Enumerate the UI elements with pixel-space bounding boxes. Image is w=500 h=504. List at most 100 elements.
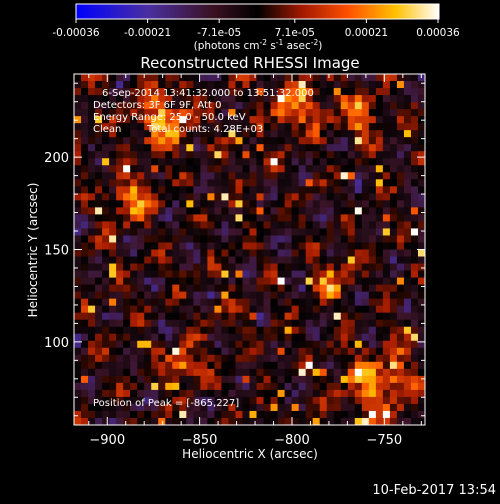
- heatmap-cell: [291, 88, 300, 96]
- heatmap-cell: [144, 200, 152, 208]
- heatmap-cell: [291, 151, 300, 159]
- heatmap-cell: [158, 319, 166, 328]
- heatmap-cell: [200, 319, 208, 328]
- heatmap-cell: [200, 312, 208, 321]
- heatmap-cell: [242, 347, 250, 356]
- heatmap-cell: [186, 403, 194, 412]
- heatmap-cell: [382, 74, 391, 82]
- heatmap-cell: [375, 298, 384, 307]
- heatmap-cell: [375, 368, 384, 377]
- heatmap-cell: [277, 214, 285, 222]
- heatmap-cell: [256, 158, 264, 166]
- heatmap-cell: [102, 123, 110, 131]
- heatmap-cell: [284, 340, 293, 349]
- heatmap-cell: [207, 116, 215, 124]
- heatmap-cell: [74, 123, 82, 131]
- heatmap-cell: [263, 88, 271, 96]
- heatmap-cell: [214, 81, 222, 89]
- heatmap-cell: [109, 186, 117, 194]
- heatmap-cell: [312, 200, 321, 208]
- heatmap-cell: [109, 249, 117, 257]
- heatmap-cell: [207, 165, 215, 173]
- heatmap-cell: [256, 382, 264, 391]
- heatmap-cell: [186, 151, 194, 159]
- heatmap-cell: [130, 179, 138, 187]
- heatmap-cell: [214, 165, 222, 173]
- heatmap-cell: [137, 186, 145, 194]
- heatmap-cell: [354, 263, 363, 271]
- heatmap-cell: [249, 95, 257, 103]
- heatmap-cell: [319, 319, 328, 328]
- heatmap-cell: [249, 200, 257, 208]
- heatmap-cell: [95, 81, 103, 89]
- heatmap-cell: [151, 172, 159, 180]
- heatmap-cell: [354, 270, 363, 278]
- heatmap-cell: [417, 277, 425, 285]
- heatmap-cell: [305, 333, 314, 342]
- heatmap-cell: [165, 207, 173, 215]
- heatmap-cell: [361, 375, 370, 384]
- heatmap-cell: [88, 95, 96, 103]
- heatmap-cell: [319, 193, 328, 201]
- heatmap-cell: [214, 368, 222, 377]
- heatmap-cell: [403, 305, 412, 314]
- heatmap-cell: [242, 417, 250, 425]
- heatmap-cell: [389, 221, 398, 229]
- heatmap-cell: [375, 389, 384, 398]
- heatmap-cell: [368, 298, 377, 307]
- heatmap-cell: [361, 263, 370, 271]
- heatmap-cell: [340, 123, 349, 131]
- heatmap-cell: [291, 200, 300, 208]
- heatmap-cell: [375, 151, 384, 159]
- heatmap-cell: [368, 179, 377, 187]
- heatmap-cell: [186, 214, 194, 222]
- heatmap-cell: [347, 347, 356, 356]
- heatmap-cell: [165, 158, 173, 166]
- heatmap-cell: [396, 74, 405, 82]
- heatmap-cell: [403, 123, 412, 131]
- heatmap-cell: [214, 109, 222, 117]
- heatmap-cell: [74, 221, 82, 229]
- heatmap-cell: [361, 354, 370, 363]
- heatmap-cell: [158, 277, 166, 285]
- heatmap-cell: [333, 249, 342, 257]
- heatmap-cell: [88, 284, 96, 293]
- heatmap-cell: [249, 340, 257, 349]
- heatmap-cell: [361, 200, 370, 208]
- heatmap-cell: [179, 354, 187, 363]
- heatmap-cell: [284, 368, 293, 377]
- heatmap-cell: [319, 389, 328, 398]
- heatmap-cell: [102, 74, 110, 82]
- heatmap-cell: [228, 277, 236, 285]
- heatmap-cell: [354, 200, 363, 208]
- heatmap-cell: [312, 403, 321, 412]
- heatmap-cell: [151, 207, 159, 215]
- heatmap-cell: [396, 284, 405, 293]
- heatmap-cell: [221, 333, 229, 342]
- heatmap-cell: [102, 368, 110, 377]
- heatmap-cell: [207, 123, 215, 131]
- heatmap-cell: [410, 109, 419, 117]
- heatmap-cell: [109, 221, 117, 229]
- heatmap-cell: [193, 123, 201, 131]
- heatmap-cell: [249, 396, 257, 405]
- heatmap-cell: [200, 326, 208, 335]
- heatmap-cell: [389, 207, 398, 215]
- heatmap-cell: [319, 340, 328, 349]
- heatmap-cell: [389, 74, 398, 82]
- heatmap-cell: [354, 354, 363, 363]
- heatmap-cell: [284, 347, 293, 356]
- heatmap-cell: [151, 284, 159, 293]
- heatmap-cell: [130, 172, 138, 180]
- heatmap-cell: [298, 396, 307, 405]
- heatmap-cell: [193, 221, 201, 229]
- heatmap-cell: [235, 361, 243, 370]
- heatmap-cell: [284, 186, 293, 194]
- heatmap-cell: [375, 396, 384, 405]
- heatmap-cell: [361, 403, 370, 412]
- heatmap-cell: [214, 298, 222, 307]
- heatmap-cell: [158, 340, 166, 349]
- heatmap-cell: [375, 186, 384, 194]
- heatmap-cell: [95, 277, 103, 285]
- heatmap-cell: [277, 200, 285, 208]
